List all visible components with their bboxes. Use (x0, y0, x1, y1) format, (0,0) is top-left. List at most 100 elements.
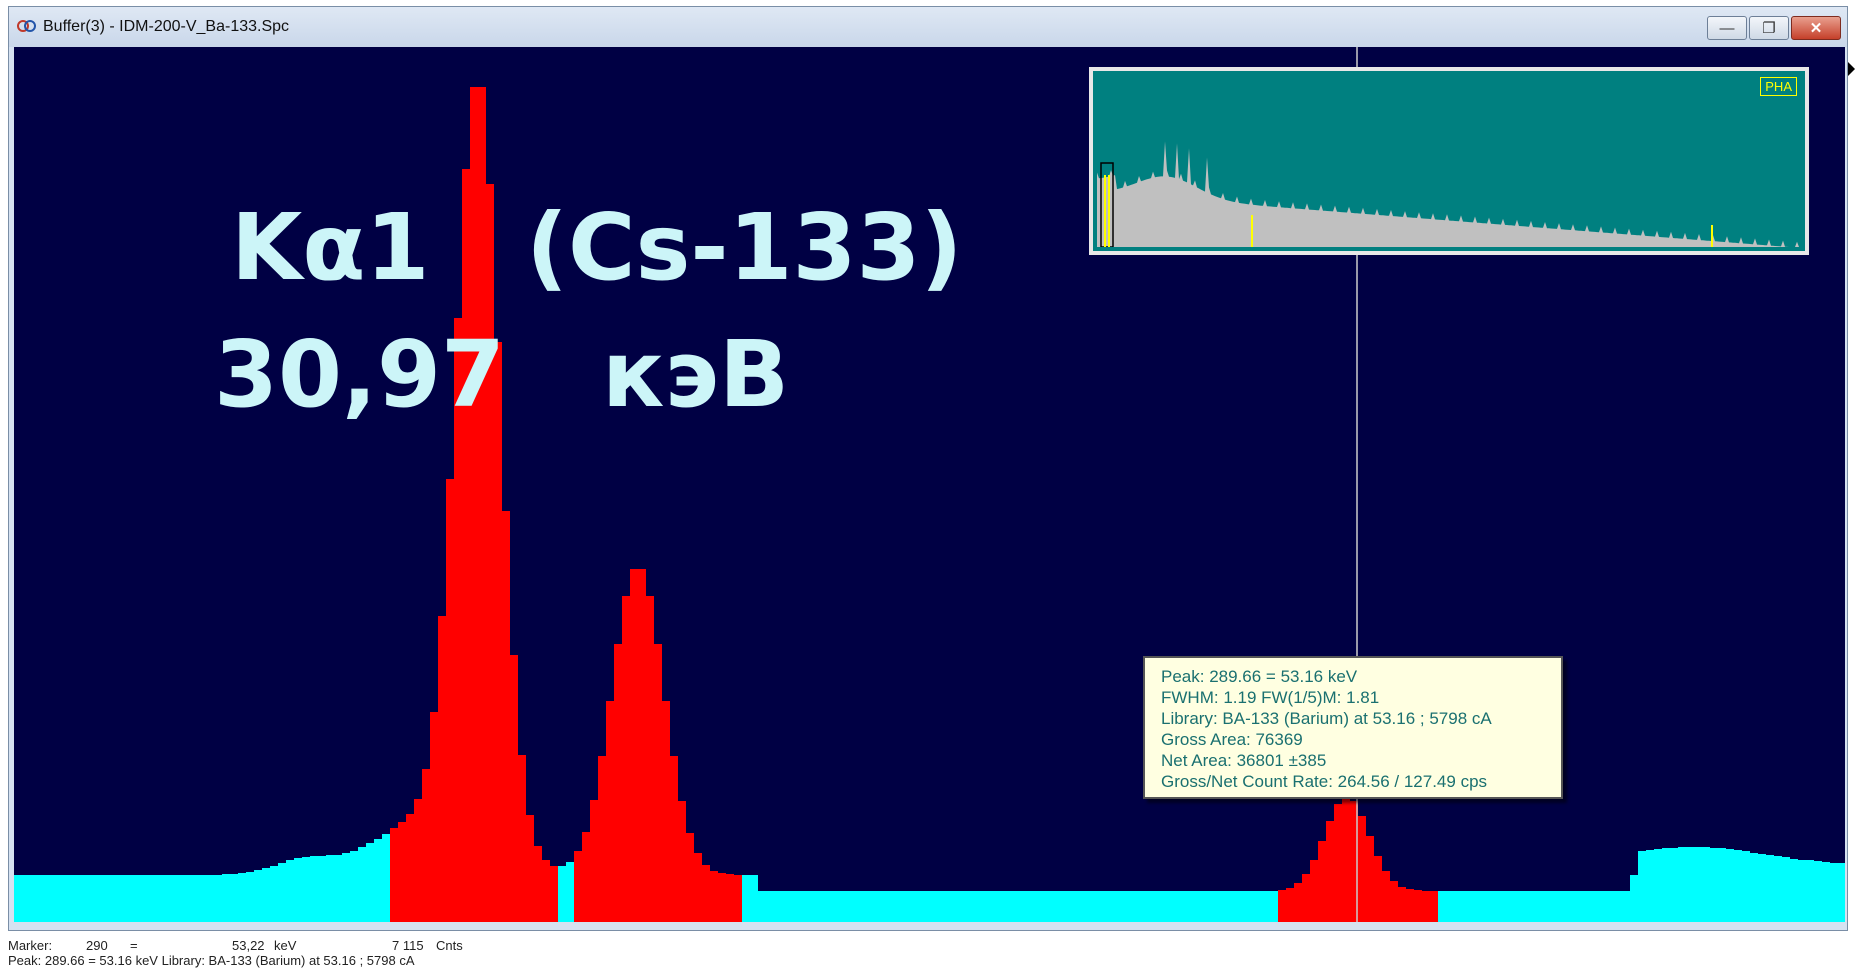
spectrum-channel-bar (1518, 891, 1526, 922)
spectrum-channel-bar (1622, 891, 1630, 922)
spectrum-channel-bar (1254, 891, 1262, 922)
roi-channel-bar (1358, 816, 1366, 922)
minimize-button[interactable]: — (1707, 16, 1747, 40)
spectrum-channel-bar (1734, 850, 1742, 922)
spectrum-svg[interactable] (14, 47, 1845, 922)
spectrum-channel-bar (1790, 859, 1798, 922)
roi-channel-bar (1406, 889, 1414, 922)
spectrum-channel-bar (846, 891, 854, 922)
spectrum-channel-bar (358, 847, 366, 922)
overview-spectrum-panel[interactable]: PHA (1089, 67, 1809, 255)
spectrum-channel-bar (1182, 891, 1190, 922)
spectrum-channel-bar (1126, 891, 1134, 922)
marker-counts-unit: Cnts (436, 938, 463, 953)
roi-channel-bar (478, 87, 486, 922)
spectrum-channel-bar (1206, 891, 1214, 922)
roi-channel-bar (486, 184, 494, 922)
spectrum-channel-bar (198, 875, 206, 922)
spectrum-channel-bar (1150, 891, 1158, 922)
spectrum-channel-bar (1750, 853, 1758, 922)
spectrum-channel-bar (62, 875, 70, 922)
peak-info-net-area: Net Area: 36801 ±385 (1161, 751, 1327, 770)
spectrum-channel-bar (1478, 891, 1486, 922)
roi-channel-bar (574, 851, 582, 922)
spectrum-channel-bar (1470, 891, 1478, 922)
roi-channel-bar (446, 479, 454, 922)
spectrum-channel-bar (1110, 891, 1118, 922)
annotation-line1-right: (Cs-133) (526, 194, 963, 301)
roi-channel-bar (422, 769, 430, 922)
spectrum-channel-bar (1710, 848, 1718, 922)
maximize-icon: ❐ (1762, 20, 1776, 37)
spectrum-channel-bar (374, 839, 382, 922)
roi-channel-bar (1334, 804, 1342, 922)
spectrum-channel-bar (862, 891, 870, 922)
spectrum-channel-bar (1086, 891, 1094, 922)
marker-channel: 290 (86, 938, 108, 953)
spectrum-channel-bar (246, 872, 254, 922)
spectrum-channel-bar (1102, 891, 1110, 922)
roi-channel-bar (606, 701, 614, 922)
status-bar: Marker: 290 = 53,22 keV 7 115 Cnts Peak:… (0, 932, 1856, 968)
spectrum-channel-bar (190, 875, 198, 922)
spectrum-channel-bar (1526, 891, 1534, 922)
roi-channel-bar (526, 815, 534, 922)
spectrum-channel-bar (350, 851, 358, 922)
spectrum-channel-bar (1534, 891, 1542, 922)
spectrum-channel-bar (1694, 847, 1702, 922)
spectrum-channel-bar (750, 875, 758, 922)
spectrum-channel-bar (1030, 891, 1038, 922)
spectrum-channel-bar (222, 874, 230, 922)
spectrum-channel-bar (1654, 849, 1662, 922)
spectrum-channel-bar (958, 891, 966, 922)
roi-channel-bar (1302, 874, 1310, 922)
overview-zoom-window[interactable] (1100, 162, 1114, 247)
spectrum-channel-bar (1598, 891, 1606, 922)
spectrum-channel-bar (278, 863, 286, 922)
spectrum-channel-bar (1062, 891, 1070, 922)
roi-channel-bar (1350, 801, 1358, 922)
overview-spectrum-svg[interactable] (1097, 75, 1801, 247)
spectrum-channel-bar (982, 891, 990, 922)
roi-channel-bar (1374, 856, 1382, 922)
title-bar[interactable]: Buffer(3) - IDM-200-V_Ba-133.Spc — ❐ ✕ (9, 7, 1847, 47)
spectrum-channel-bar (78, 875, 86, 922)
spectrum-channel-bar (326, 855, 334, 922)
roi-channel-bar (1286, 888, 1294, 922)
roi-channel-bar (726, 874, 734, 922)
roi-channel-bar (518, 755, 526, 922)
expand-arrow-icon[interactable] (1848, 62, 1855, 76)
roi-channel-bar (670, 756, 678, 922)
spectrum-channel-bar (30, 875, 38, 922)
spectrum-channel-bar (790, 891, 798, 922)
spectrum-channel-bar (102, 875, 110, 922)
spectrum-channel-bar (1822, 862, 1830, 922)
close-button[interactable]: ✕ (1791, 16, 1841, 40)
spectrum-channel-bar (566, 862, 574, 922)
spectrum-channel-bar (1446, 891, 1454, 922)
overview-spectrum-fill (1097, 141, 1801, 247)
spectrum-channel-bar (1766, 855, 1774, 922)
spectrum-channel-bar (1590, 891, 1598, 922)
roi-channel-bar (646, 596, 654, 922)
spectrum-channel-bar (1158, 891, 1166, 922)
spectrum-channel-bar (830, 891, 838, 922)
roi-channel-bar (1318, 841, 1326, 922)
spectrum-plot[interactable]: Kα1 (Cs-133) 30,97 кэВ PHA Peak: 289.66 … (14, 47, 1845, 922)
spectrum-channel-bar (894, 891, 902, 922)
peak-info-gross-area: Gross Area: 76369 (1161, 730, 1303, 749)
spectrum-channel-bar (14, 875, 22, 922)
roi-channel-bar (398, 822, 406, 922)
spectrum-channel-bar (1094, 891, 1102, 922)
pha-badge[interactable]: PHA (1760, 77, 1797, 96)
maximize-button[interactable]: ❐ (1749, 16, 1789, 40)
roi-channel-bar (1294, 883, 1302, 922)
spectrum-channel-bar (174, 875, 182, 922)
spectrum-channel-bar (934, 891, 942, 922)
app-icon (17, 20, 36, 32)
spectrum-channel-bar (1070, 891, 1078, 922)
spectrum-channel-bar (1262, 891, 1270, 922)
roi-channel-bar (462, 169, 470, 922)
close-icon: ✕ (1809, 20, 1823, 37)
roi-channel-bar (654, 644, 662, 922)
